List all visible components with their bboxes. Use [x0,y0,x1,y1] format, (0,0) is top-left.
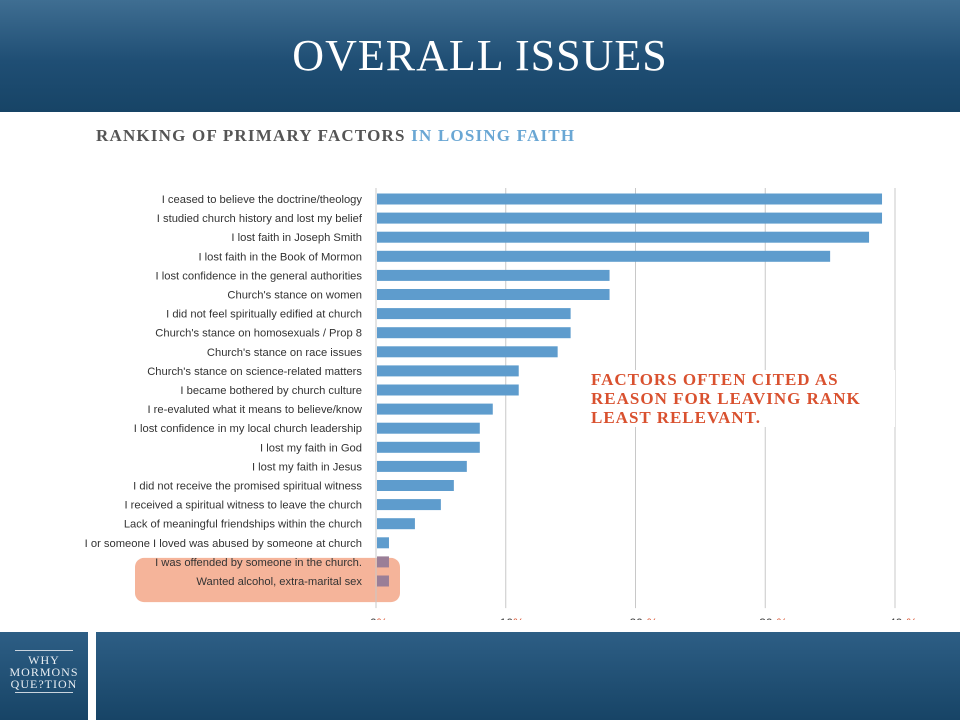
bar [377,403,493,415]
bar [377,518,415,530]
category-label: I lost faith in Joseph Smith [231,232,362,244]
bar [377,269,610,281]
category-label: Church's stance on women [227,290,362,302]
x-tick-label: 10% [500,616,524,620]
category-label: Church's stance on science-related matte… [147,366,362,378]
chart-title-part1: RANKING OF PRIMARY FACTORS [96,126,406,145]
category-label: I ceased to believe the doctrine/theolog… [162,194,363,206]
category-label: I lost my faith in God [260,442,362,454]
logo-rule-top [15,650,73,651]
x-tick-label: 30% [759,616,787,620]
footer: WHY MORMONS QUE?TION [0,632,960,720]
bar [377,193,883,205]
category-label: I lost confidence in my local church lea… [134,423,362,435]
category-label: I lost faith in the Book of Mormon [198,251,362,263]
bar [377,556,389,568]
logo-panel: WHY MORMONS QUE?TION [0,632,88,720]
category-label: I did not feel spiritually edified at ch… [166,309,362,321]
category-label: I re-evaluted what it means to believe/k… [147,404,362,416]
callout-note: FACTORS OFTEN CITED AS REASON FOR LEAVIN… [587,370,895,427]
chart-title: RANKING OF PRIMARY FACTORS IN LOSING FAI… [96,126,575,146]
logo-rule-bottom [15,692,73,693]
logo-line3: QUE?TION [10,677,78,691]
bar [377,250,831,262]
bar [377,384,519,396]
logo-line1: WHY [28,653,60,667]
category-label: Church's stance on homosexuals / Prop 8 [155,328,362,340]
x-tick-label: 0% [370,616,388,620]
logo-line2: MORMONS [9,665,79,679]
bar [377,346,558,358]
logo: WHY MORMONS QUE?TION [0,648,88,696]
bar [377,422,480,434]
slide-title: OVERALL ISSUES [292,31,668,80]
x-tick-label: 40% [889,616,917,620]
bar [377,460,467,472]
bar [377,537,389,549]
bar [377,441,480,453]
bar [377,231,870,243]
x-tick-label: 20% [630,616,658,620]
bar [377,499,441,511]
bar [377,480,454,491]
category-label: I studied church history and lost my bel… [157,213,363,225]
bar [377,365,519,377]
bar-chart: I ceased to believe the doctrine/theolog… [85,188,917,620]
bar [377,327,571,339]
category-label: Lack of meaningful friendships within th… [124,519,362,531]
category-label: I did not receive the promised spiritual… [133,481,362,493]
category-label: I lost confidence in the general authori… [156,270,363,282]
footer-bar [96,632,960,720]
bar [377,575,389,587]
category-label: I was offended by someone in the church. [155,557,362,569]
category-label: I became bothered by church culture [180,385,362,397]
chart-title-part2: IN LOSING FAITH [411,126,576,145]
category-label: I lost my faith in Jesus [252,461,362,473]
bar [377,212,883,224]
category-label: I or someone I loved was abused by someo… [85,538,362,550]
highlight-box [135,557,400,603]
category-label: I received a spiritual witness to leave … [124,500,362,512]
header-bar: OVERALL ISSUES [0,0,960,112]
bar [377,289,610,300]
category-label: Church's stance on race issues [207,347,363,359]
bar [377,308,571,320]
category-label: Wanted alcohol, extra-marital sex [196,576,362,588]
